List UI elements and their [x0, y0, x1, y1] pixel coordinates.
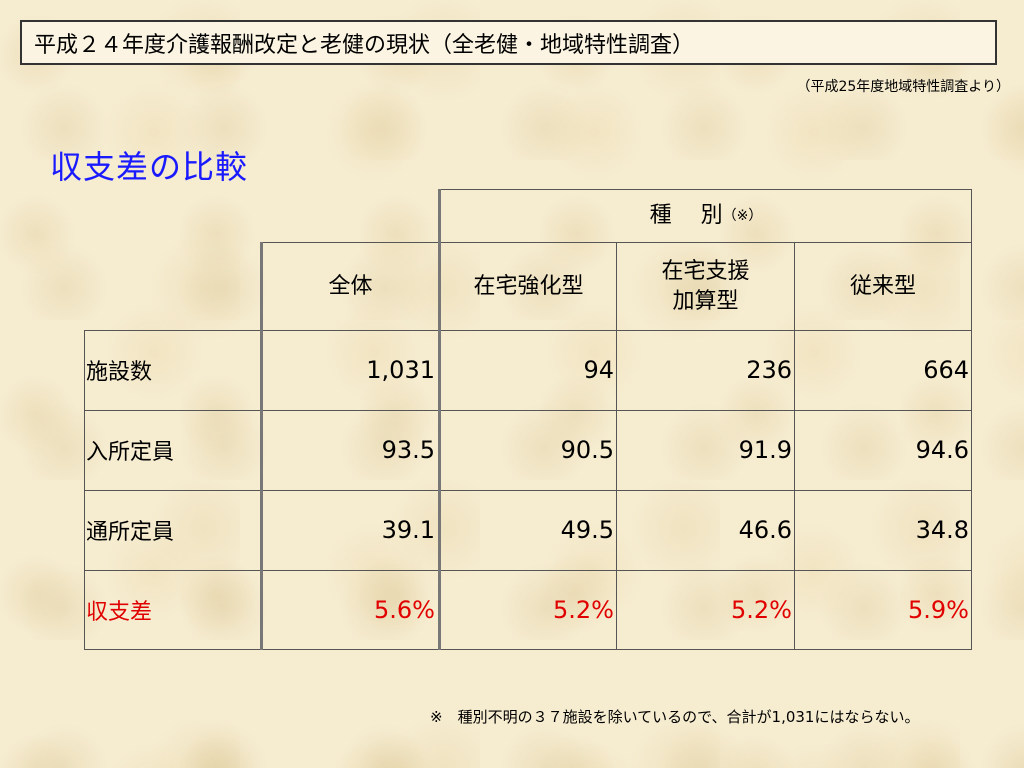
table-row-divider	[84, 330, 972, 331]
table-row-divider	[84, 490, 972, 491]
comparison-table: 種 別（※） 全体 在宅強化型 在宅支援 加算型 従来型 施設数 1,031 9…	[84, 189, 972, 650]
table-border-right	[971, 189, 972, 650]
source-note: （平成25年度地域特性調査より）	[796, 79, 1010, 95]
table-cell: 5.9%	[908, 595, 969, 624]
table-cell: 94.6	[915, 436, 969, 464]
table-cell: 5.2%	[731, 595, 792, 624]
table-cell: 1,031	[366, 356, 435, 384]
slide-title-text: 平成２４年度介護報酬改定と老健の現状（全老健・地域特性調査）	[34, 32, 695, 58]
group-header-mark: （※）	[722, 207, 763, 224]
table-col-divider	[616, 242, 617, 650]
table-col-divider	[794, 242, 795, 650]
table-cell: 49.5	[560, 516, 614, 544]
section-heading: 収支差の比較	[50, 148, 249, 186]
table-row-divider	[84, 570, 972, 571]
row-label-facilities: 施設数	[86, 360, 153, 385]
table-border-bottom	[84, 649, 972, 650]
table-col-divider	[438, 189, 441, 650]
table-cell: 94	[583, 356, 614, 384]
table-cell: 46.6	[738, 516, 792, 544]
table-cell: 90.5	[560, 436, 614, 464]
table-col-divider	[260, 242, 263, 650]
table-row-divider	[84, 410, 972, 411]
table-cell: 91.9	[738, 436, 792, 464]
group-header-label: 種 別	[649, 202, 723, 228]
column-header-enhanced: 在宅強化型	[473, 273, 584, 299]
row-label-balance: 収支差	[86, 599, 153, 625]
table-cell: 664	[923, 356, 969, 384]
column-header-conventional: 従来型	[849, 273, 916, 299]
table-cell: 39.1	[381, 516, 435, 544]
slide-title: 平成２４年度介護報酬改定と老健の現状（全老健・地域特性調査）	[20, 20, 997, 65]
row-label-residential-capacity: 入所定員	[86, 440, 175, 465]
table-cell: 5.2%	[553, 595, 614, 624]
table-cell: 5.6%	[374, 595, 435, 624]
table-cell: 236	[746, 356, 792, 384]
group-header: 種 別（※）	[441, 189, 971, 242]
table-border-left	[84, 330, 85, 650]
table-cell: 34.8	[915, 516, 969, 544]
column-header-support: 在宅支援 加算型	[661, 258, 750, 314]
column-header-total: 全体	[328, 273, 373, 299]
table-header-divider	[262, 242, 972, 243]
table-border-top	[440, 189, 972, 190]
table-cell: 93.5	[381, 436, 435, 464]
footnote: ※ 種別不明の３７施設を除いているので、合計が1,031にはならない。	[430, 708, 920, 726]
row-label-daycare-capacity: 通所定員	[86, 520, 175, 545]
